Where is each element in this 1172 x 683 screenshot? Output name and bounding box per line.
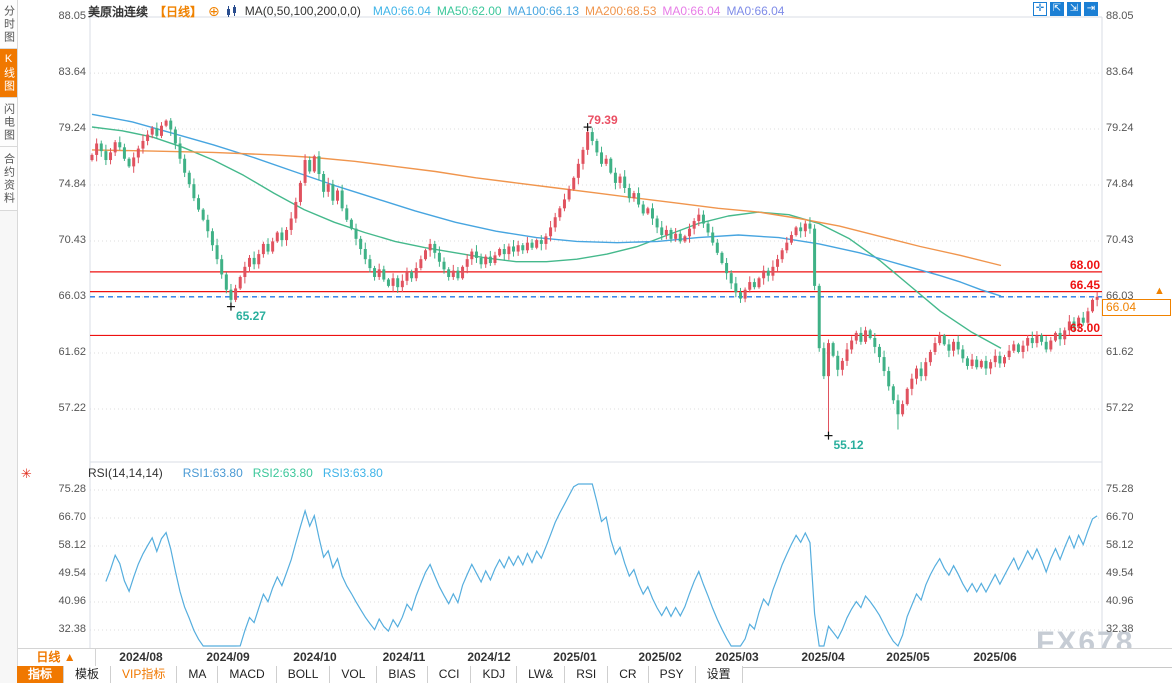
fit-x-axis-icon[interactable]: ⇲ bbox=[1067, 2, 1081, 16]
circle-plus-icon[interactable]: ⊕ bbox=[208, 3, 220, 19]
toolbar-item-indicators[interactable]: 指标 bbox=[17, 666, 65, 683]
period-badge: 【日线】 bbox=[154, 4, 203, 19]
price-axis-label-right: 57.22 bbox=[1106, 401, 1134, 414]
rsi-value-2: RSI2:63.80 bbox=[252, 466, 313, 480]
month-label: 2025/02 bbox=[638, 650, 682, 664]
rsi-formula: RSI(14,14,14) bbox=[88, 466, 163, 480]
chart-header: 美原油连续 【日线】 ⊕ MA(0,50,100,200,0,0) MA0:66… bbox=[88, 2, 784, 20]
toolbar-item-kdj[interactable]: KDJ bbox=[471, 666, 518, 683]
ma-legend: MA0:66.04 MA50:62.00 MA100:66.13 MA200:68.5… bbox=[367, 4, 785, 18]
toolbar-item-cci[interactable]: CCI bbox=[427, 666, 472, 683]
toolbar-item-cr[interactable]: CR bbox=[608, 666, 649, 683]
toolbar-item-lw[interactable]: LW& bbox=[517, 666, 566, 683]
sidebar-item-contract-info[interactable]: 合约资料 bbox=[0, 147, 17, 211]
pan-crosshair-icon[interactable]: ✛ bbox=[1033, 2, 1047, 16]
symbol-name: 美原油连续 bbox=[88, 4, 149, 19]
rsi-settings-icon[interactable]: ✳ bbox=[21, 466, 32, 481]
price-axis-label-right: 88.05 bbox=[1106, 10, 1134, 22]
toolbar-item-settings[interactable]: 设置 bbox=[695, 666, 743, 683]
rsi-axis-label-left: 58.12 bbox=[58, 538, 86, 551]
price-axis-label-right: 61.62 bbox=[1106, 346, 1134, 358]
price-axis-label-right: 83.64 bbox=[1106, 66, 1134, 79]
price-axis-label-left: 88.05 bbox=[58, 10, 86, 22]
month-label: 2024/10 bbox=[293, 650, 337, 664]
chevron-up-icon: ▲ bbox=[63, 650, 76, 664]
rsi-axis-label-left: 40.96 bbox=[58, 594, 86, 607]
level-label: 63.00 bbox=[1069, 321, 1100, 336]
ma-value-5: MA0:66.04 bbox=[726, 4, 785, 18]
chart-type-sidebar: 分时图 K线图 闪电图 合约资料 bbox=[0, 0, 18, 683]
chart-toolbar-icons: ✛ ⇱ ⇲ ⇥ bbox=[1033, 2, 1098, 16]
level-label: 68.00 bbox=[1069, 257, 1100, 272]
extreme-price-label: 55.12 bbox=[833, 437, 864, 452]
rsi-axis-label-left: 66.70 bbox=[58, 510, 86, 523]
price-axis-label-right: 66.03 bbox=[1106, 289, 1134, 302]
period-selector[interactable]: 日线 ▲ bbox=[17, 649, 96, 666]
ma-value-0: MA0:66.04 bbox=[372, 4, 431, 18]
price-axis-label-left: 83.64 bbox=[58, 66, 86, 79]
extreme-price-label: 79.39 bbox=[587, 113, 618, 128]
extreme-price-label: 65.27 bbox=[235, 308, 266, 323]
price-axis-label-left: 66.03 bbox=[58, 289, 86, 302]
rsi-axis-label-left: 49.54 bbox=[58, 566, 86, 579]
month-label: 2025/04 bbox=[801, 650, 845, 664]
rsi-axis-label-right: 75.28 bbox=[1106, 483, 1134, 495]
toolbar-item-bias[interactable]: BIAS bbox=[377, 666, 428, 683]
collapse-panel-icon[interactable]: ⇥ bbox=[1084, 2, 1098, 16]
rsi-value-1: RSI1:63.80 bbox=[182, 466, 243, 480]
rsi-axis-label-left: 32.38 bbox=[58, 622, 86, 635]
toolbar-item-templates[interactable]: 模板 bbox=[64, 666, 112, 683]
toolbar-item-vip-indicators[interactable]: VIP指标 bbox=[111, 666, 178, 683]
month-label: 2024/09 bbox=[206, 650, 250, 664]
fit-y-axis-icon[interactable]: ⇱ bbox=[1050, 2, 1064, 16]
rsi-axis-label-right: 40.96 bbox=[1106, 594, 1134, 607]
rsi-header: RSI(14,14,14) RSI1:63.80 RSI2:63.80 RSI3:6… bbox=[88, 466, 383, 480]
toolbar-item-ma[interactable]: MA bbox=[177, 666, 219, 683]
level-label: 66.45 bbox=[1069, 277, 1100, 292]
price-axis-label-right: 74.84 bbox=[1106, 177, 1134, 190]
rsi-legend: RSI1:63.80 RSI2:63.80 RSI3:63.80 bbox=[173, 466, 383, 480]
month-label: 2025/03 bbox=[715, 650, 759, 664]
month-label: 2025/01 bbox=[553, 650, 597, 664]
price-up-arrow-icon: ▲ bbox=[1154, 285, 1165, 297]
month-label: 2024/11 bbox=[382, 650, 426, 664]
toolbar-item-boll[interactable]: BOLL bbox=[276, 666, 331, 683]
rsi-axis-label-right: 66.70 bbox=[1106, 510, 1134, 523]
price-axis-label-left: 61.62 bbox=[58, 346, 86, 358]
ma-value-2: MA100:66.13 bbox=[507, 4, 579, 18]
kline-icon bbox=[226, 4, 236, 17]
sidebar-item-time-chart[interactable]: 分时图 bbox=[0, 0, 17, 49]
ma-formula: MA(0,50,100,200,0,0) bbox=[244, 4, 361, 18]
sidebar-item-flash-chart[interactable]: 闪电图 bbox=[0, 98, 17, 147]
price-axis-label-left: 70.43 bbox=[58, 234, 86, 246]
rsi-axis-label-right: 58.12 bbox=[1106, 538, 1134, 551]
price-axis-label-left: 79.24 bbox=[58, 122, 86, 134]
last-price-box: 66.04 bbox=[1102, 299, 1171, 316]
month-label: 2024/12 bbox=[467, 650, 511, 664]
toolbar-item-rsi[interactable]: RSI bbox=[565, 666, 609, 683]
rsi-axis-label-right: 32.38 bbox=[1106, 622, 1134, 635]
toolbar-item-vol[interactable]: VOL bbox=[330, 666, 378, 683]
month-label: 2025/05 bbox=[886, 650, 930, 664]
toolbar-item-psy[interactable]: PSY bbox=[648, 666, 696, 683]
ma-value-4: MA0:66.04 bbox=[662, 4, 721, 18]
sidebar-item-kline-chart[interactable]: K线图 bbox=[0, 49, 17, 98]
indicator-toolbar: 指标 模板 VIP指标 MA MACD BOLL VOL BIAS CCI KDJ LW& RSI CR… bbox=[17, 666, 743, 683]
rsi-axis-label-left: 75.28 bbox=[58, 483, 86, 495]
toolbar-item-macd[interactable]: MACD bbox=[218, 666, 277, 683]
ma-value-3: MA200:68.53 bbox=[585, 4, 657, 18]
ma-value-1: MA50:62.00 bbox=[436, 4, 502, 18]
month-label: 2024/08 bbox=[119, 650, 163, 664]
price-axis-label-right: 79.24 bbox=[1106, 122, 1134, 134]
time-axis-row: 日线 ▲ bbox=[17, 648, 1172, 668]
month-label: 2025/06 bbox=[973, 650, 1017, 664]
price-axis-label-left: 74.84 bbox=[58, 177, 86, 190]
price-axis-label-left: 57.22 bbox=[58, 401, 86, 414]
rsi-value-3: RSI3:63.80 bbox=[322, 466, 383, 480]
price-axis-label-right: 70.43 bbox=[1106, 234, 1134, 246]
rsi-axis-label-right: 49.54 bbox=[1106, 566, 1134, 579]
